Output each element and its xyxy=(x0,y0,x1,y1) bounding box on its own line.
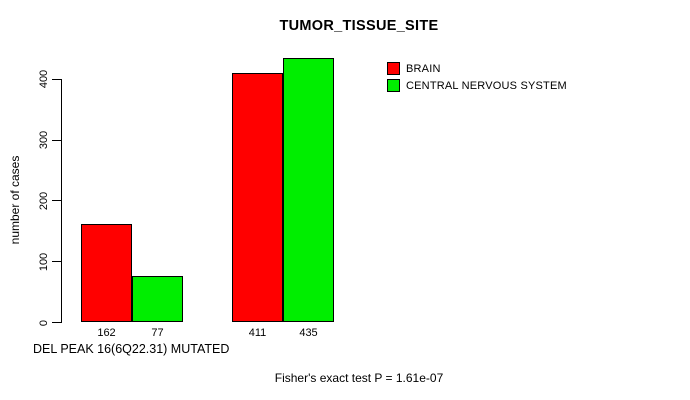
legend: BRAIN CENTRAL NERVOUS SYSTEM xyxy=(387,62,567,96)
y-tick xyxy=(51,321,61,324)
y-tick xyxy=(51,139,61,141)
y-tick xyxy=(51,261,61,263)
bar-central-nervous-system-group2 xyxy=(283,58,334,323)
legend-swatch-brain xyxy=(387,62,400,75)
y-tick xyxy=(51,200,61,202)
y-tick-label: 100 xyxy=(38,252,50,271)
bar-value-label: 411 xyxy=(248,327,267,339)
y-tick-label: 200 xyxy=(38,191,50,211)
bar-brain-group1 xyxy=(81,224,132,323)
bar-brain-group2 xyxy=(232,72,283,323)
fisher-test-note: Fisher's exact test P = 1.61e-07 xyxy=(274,371,444,385)
y-tick-label: 400 xyxy=(38,70,50,89)
y-tick xyxy=(51,78,61,80)
legend-swatch-central-nervous-system xyxy=(387,79,400,92)
y-axis-label: number of cases xyxy=(8,155,22,245)
legend-row: CENTRAL NERVOUS SYSTEM xyxy=(387,79,567,92)
y-axis xyxy=(60,79,62,324)
legend-label: BRAIN xyxy=(406,62,441,75)
chart-title: TUMOR_TISSUE_SITE xyxy=(279,18,439,34)
bar-value-label: 435 xyxy=(299,327,318,339)
legend-label: CENTRAL NERVOUS SYSTEM xyxy=(406,79,567,92)
bar-value-label: 162 xyxy=(97,327,116,339)
legend-row: BRAIN xyxy=(387,62,567,75)
bar-central-nervous-system-group1 xyxy=(132,275,183,323)
x-axis-caption: DEL PEAK 16(6Q22.31) MUTATED xyxy=(33,342,230,356)
y-tick-label: 0 xyxy=(38,319,50,326)
y-tick-label: 300 xyxy=(38,130,50,150)
bar-value-label: 77 xyxy=(151,327,164,339)
